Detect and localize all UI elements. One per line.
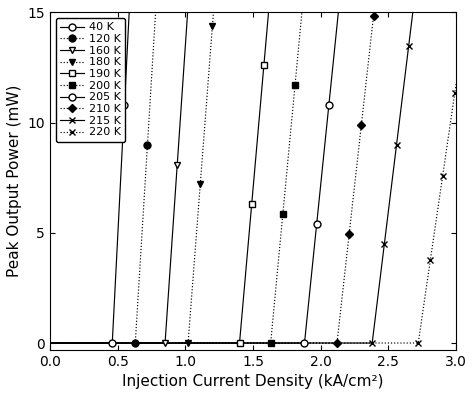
X-axis label: Injection Current Density (kA/cm²): Injection Current Density (kA/cm²): [122, 374, 384, 389]
Legend: 40 K, 120 K, 160 K, 180 K, 190 K, 200 K, 205 K, 210 K, 215 K, 220 K: 40 K, 120 K, 160 K, 180 K, 190 K, 200 K,…: [55, 18, 125, 142]
Y-axis label: Peak Output Power (mW): Peak Output Power (mW): [7, 85, 22, 277]
